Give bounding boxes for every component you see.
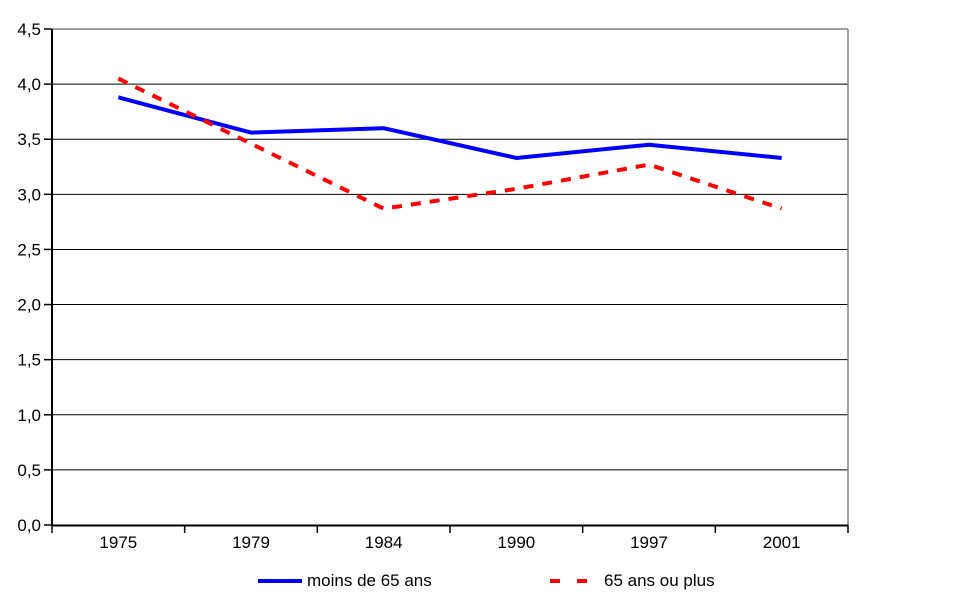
legend-item-moins-de-65-ans: moins de 65 ans	[257, 569, 432, 593]
y-axis-label: 3,5	[17, 130, 41, 149]
chart-legend: moins de 65 ans 65 ans ou plus	[0, 569, 970, 593]
legend-label: moins de 65 ans	[307, 571, 432, 590]
x-axis-label: 1984	[365, 533, 403, 552]
y-axis-label: 2,0	[17, 296, 41, 315]
y-axis-label: 2,5	[17, 240, 41, 259]
y-axis-label: 4,0	[17, 75, 41, 94]
x-axis-label: 1975	[99, 533, 137, 552]
y-axis-label: 3,0	[17, 185, 41, 204]
y-axis-label: 1,5	[17, 351, 41, 370]
legend-item-65-ans-ou-plus: 65 ans ou plus	[550, 569, 715, 593]
x-axis-label: 2001	[763, 533, 801, 552]
x-axis-label: 1997	[630, 533, 668, 552]
legend-swatch-solid-line	[258, 579, 302, 583]
y-axis-label: 4,5	[17, 20, 41, 39]
series-line-moins-de-65-ans	[117, 95, 782, 160]
legend-label: 65 ans ou plus	[604, 571, 715, 590]
y-axis-label: 0,0	[17, 516, 41, 535]
y-axis-label: 1,0	[17, 406, 41, 425]
x-axis-label: 1979	[232, 533, 270, 552]
series-line-65-ans-ou-plus	[117, 76, 783, 211]
x-axis-label: 1990	[497, 533, 535, 552]
y-axis-label: 0,5	[17, 461, 41, 480]
legend-swatch-dashed-line	[550, 579, 590, 583]
